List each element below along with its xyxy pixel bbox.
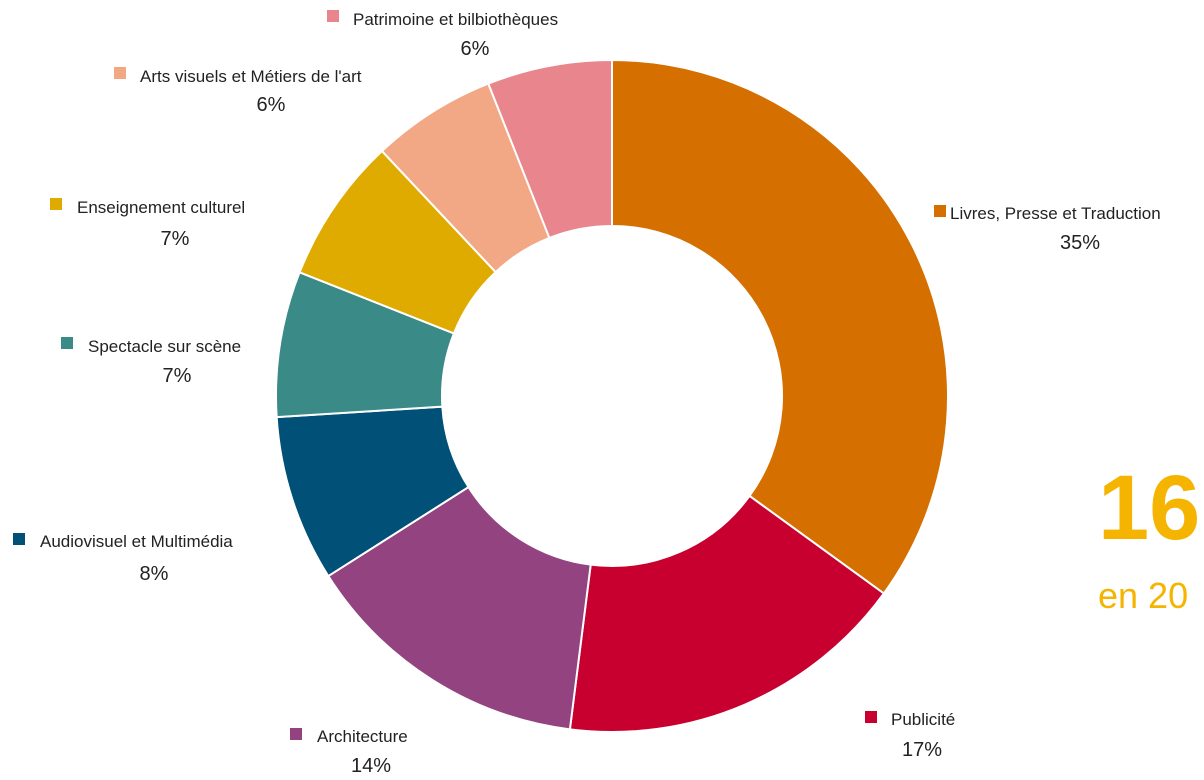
legend-marker-6	[114, 67, 126, 79]
highlight-number: 16	[1098, 457, 1201, 559]
slice-value-5: 7%	[161, 228, 190, 250]
slice-value-0: 35%	[1060, 232, 1100, 254]
slice-7	[487, 58, 613, 240]
legend-marker-1	[865, 711, 877, 723]
legend-marker-7	[327, 10, 339, 22]
legend-marker-0	[934, 205, 946, 217]
slice-value-2: 14%	[351, 755, 391, 777]
legend-marker-4	[61, 337, 73, 349]
slice-value-1: 17%	[902, 739, 942, 761]
slice-label-7: Patrimoine et bilbiothèques	[353, 10, 558, 29]
highlight-subtitle: en 20	[1098, 575, 1189, 616]
legend-marker-2	[290, 728, 302, 740]
slice-0	[611, 58, 950, 595]
slice-label-5: Enseignement culturel	[77, 198, 245, 217]
slice-label-3: Audiovisuel et Multimédia	[40, 532, 233, 551]
slice-label-0: Livres, Presse et Traduction	[950, 204, 1161, 223]
slice-label-4: Spectacle sur scène	[88, 337, 241, 356]
slice-label-6: Arts visuels et Métiers de l'art	[140, 67, 362, 86]
donut-slices	[275, 58, 950, 733]
slice-labels: Livres, Presse et Traduction 35% Publicité…	[13, 10, 1161, 777]
slice-value-6: 6%	[257, 94, 286, 116]
slice-label-1: Publicité	[891, 710, 955, 729]
legend-marker-5	[50, 198, 62, 210]
slice-2	[326, 485, 592, 731]
slice-value-7: 6%	[461, 38, 490, 60]
slice-label-2: Architecture	[317, 727, 408, 746]
legend-marker-3	[13, 533, 25, 545]
slice-1	[568, 494, 886, 733]
slice-value-4: 7%	[163, 365, 192, 387]
slice-value-3: 8%	[140, 563, 169, 585]
